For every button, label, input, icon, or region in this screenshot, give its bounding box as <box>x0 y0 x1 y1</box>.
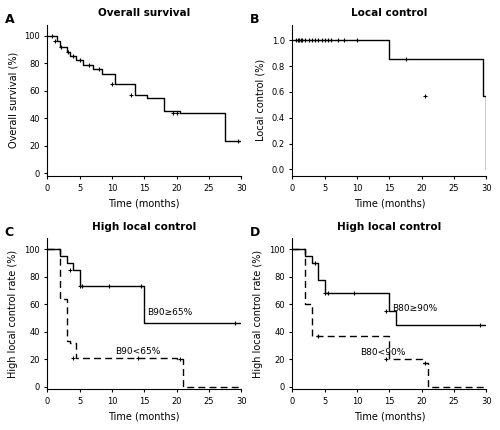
Text: B80<90%: B80<90% <box>360 348 406 357</box>
Text: B90≥65%: B90≥65% <box>148 308 192 317</box>
Y-axis label: Overall survival (%): Overall survival (%) <box>8 52 18 148</box>
Title: High local control: High local control <box>338 222 442 232</box>
Text: B90<65%: B90<65% <box>115 347 160 356</box>
Title: Local control: Local control <box>351 8 428 18</box>
Text: B80≥90%: B80≥90% <box>392 304 438 313</box>
X-axis label: Time (months): Time (months) <box>108 412 180 422</box>
Title: High local control: High local control <box>92 222 196 232</box>
Y-axis label: High local control rate (%): High local control rate (%) <box>254 250 264 378</box>
Text: D: D <box>250 226 260 239</box>
Y-axis label: High local control rate (%): High local control rate (%) <box>8 250 18 378</box>
Title: Overall survival: Overall survival <box>98 8 190 18</box>
X-axis label: Time (months): Time (months) <box>354 198 425 208</box>
X-axis label: Time (months): Time (months) <box>108 198 180 208</box>
Y-axis label: Local control (%): Local control (%) <box>256 59 266 141</box>
Text: B: B <box>250 12 260 25</box>
X-axis label: Time (months): Time (months) <box>354 412 425 422</box>
Text: A: A <box>4 12 14 25</box>
Text: C: C <box>4 226 14 239</box>
